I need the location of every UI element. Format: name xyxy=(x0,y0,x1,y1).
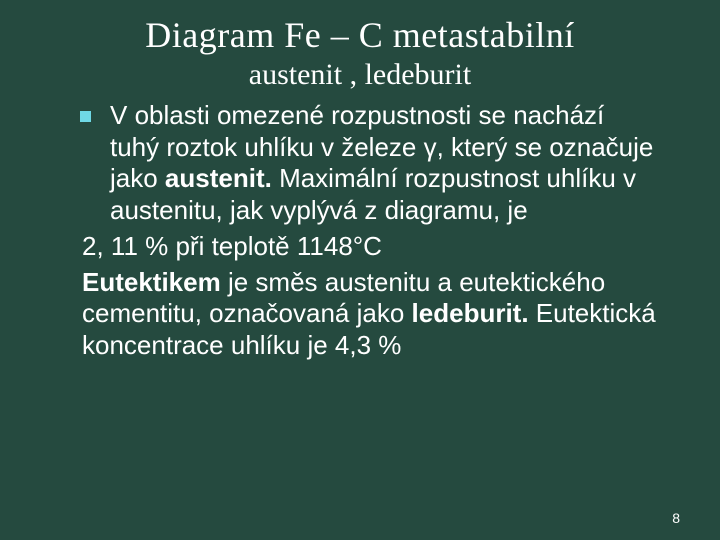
p3-bold-a: Eutektikem xyxy=(82,267,221,297)
p2-text: 2, 11 % při teplotě 1148°C xyxy=(82,231,382,261)
bullet-paragraph-1: V oblasti omezené rozpustnosti se nacház… xyxy=(110,100,660,227)
paragraph-3: Eutektikem je směs austenitu a eutektick… xyxy=(82,267,660,362)
title-line1: Diagram Fe – C metastabilní xyxy=(0,14,720,56)
p3-bold-c: ledeburit. xyxy=(412,298,529,328)
title-block: Diagram Fe – C metastabilní austenit , l… xyxy=(0,0,720,92)
square-bullet-icon xyxy=(80,111,91,122)
title-line2: austenit , ledeburit xyxy=(0,58,720,92)
p1-bold: austenit. xyxy=(165,163,272,193)
paragraph-2: 2, 11 % při teplotě 1148°C xyxy=(82,231,660,263)
content-area: V oblasti omezené rozpustnosti se nacház… xyxy=(0,92,720,362)
page-number: 8 xyxy=(672,510,680,526)
